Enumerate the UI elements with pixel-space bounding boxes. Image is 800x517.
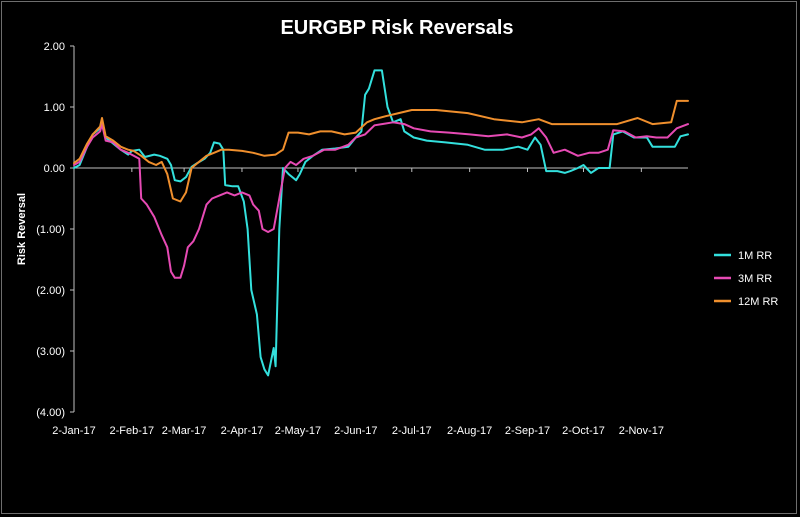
x-tick-label: 2-Mar-17 <box>162 425 207 437</box>
legend-label-12m-rr: 12M RR <box>738 296 778 308</box>
y-tick-label: (2.00) <box>36 285 65 297</box>
series-layer <box>73 69 689 377</box>
x-tick-label: 2-Apr-17 <box>221 425 264 437</box>
legend-label-1m-rr: 1M RR <box>738 250 772 262</box>
series-line-1m-rr <box>73 69 689 377</box>
y-axis-label: Risk Reversal <box>16 193 28 265</box>
legend: 1M RR 3M RR 12M RR <box>714 250 778 308</box>
y-tick-label: (4.00) <box>36 407 65 419</box>
y-tick-label: (1.00) <box>36 224 65 236</box>
x-tick-label: 2-Nov-17 <box>619 425 664 437</box>
x-tick-label: 2-Aug-17 <box>447 425 492 437</box>
legend-label-3m-rr: 3M RR <box>738 273 772 285</box>
x-tick-label: 2-Sep-17 <box>505 425 550 437</box>
series-line-12m-rr <box>73 99 689 203</box>
x-tick-label: 2-Feb-17 <box>110 425 155 437</box>
chart-title: EURGBP Risk Reversals <box>280 17 513 39</box>
y-tick-label: 0.00 <box>44 163 65 175</box>
axes: 2.00 1.00 0.00 (1.00) (2.00) (3.00) (4.00) 2-Ja… <box>36 41 688 437</box>
x-tick-label: 2-Oct-17 <box>562 425 605 437</box>
series-line-3m-rr <box>73 121 689 279</box>
x-tick-label: 2-May-17 <box>275 425 321 437</box>
x-tick-label: 2-Jan-17 <box>52 425 95 437</box>
x-tick-label: 2-Jul-17 <box>392 425 432 437</box>
y-tick-label: 1.00 <box>44 102 65 114</box>
x-tick-label: 2-Jun-17 <box>334 425 377 437</box>
y-tick-label: 2.00 <box>44 41 65 53</box>
y-tick-label: (3.00) <box>36 346 65 358</box>
